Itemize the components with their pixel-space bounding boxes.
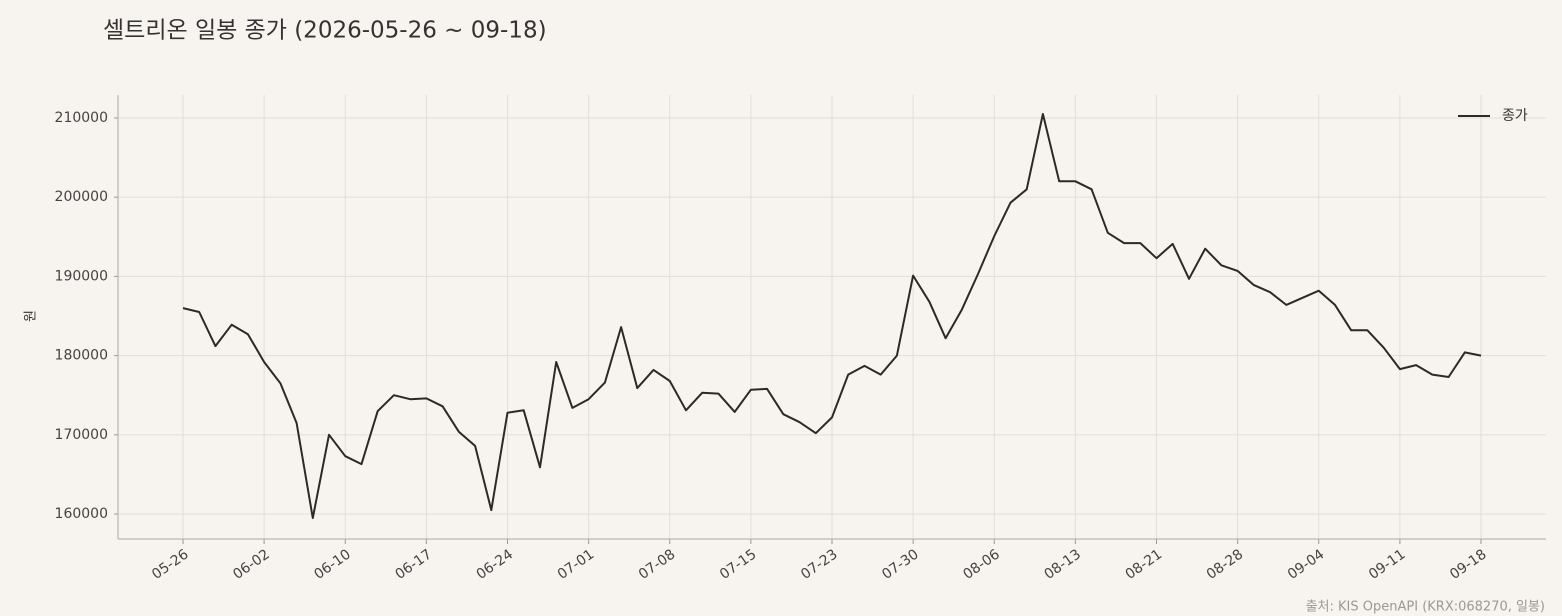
x-tick-label: 07-30 <box>879 546 922 582</box>
x-tick-label: 05-26 <box>149 546 192 582</box>
x-tick-label: 08-28 <box>1204 546 1247 582</box>
y-axis-label: 원 <box>24 310 39 322</box>
x-tick-label: 07-08 <box>636 546 679 582</box>
x-tick-label: 09-04 <box>1285 546 1328 582</box>
x-tick-label: 07-23 <box>798 546 841 582</box>
x-tick-label: 08-13 <box>1041 546 1084 582</box>
y-tick-label: 190000 <box>55 268 108 284</box>
legend-label: 종가 <box>1502 108 1528 124</box>
x-tick-label: 07-15 <box>717 546 760 582</box>
x-tick-label: 07-01 <box>555 546 598 582</box>
price-line <box>182 113 1482 519</box>
x-tick-label: 09-11 <box>1366 546 1409 582</box>
source-note: 출처: KIS OpenAPI (KRX:068270, 일봉) <box>1306 600 1545 615</box>
y-tick-label: 200000 <box>55 189 108 205</box>
y-tick-label: 170000 <box>55 427 108 443</box>
x-tick-label: 06-17 <box>392 546 435 582</box>
x-tick-label: 08-21 <box>1123 546 1166 582</box>
x-tick-label: 09-18 <box>1447 546 1490 582</box>
x-tick-label: 06-24 <box>474 546 517 582</box>
x-tick-label: 06-02 <box>230 546 273 582</box>
y-tick-label: 180000 <box>55 348 108 364</box>
x-tick-label: 06-10 <box>311 546 354 582</box>
y-tick-label: 160000 <box>55 506 108 522</box>
chart-title: 셀트리온 일봉 종가 (2026-05-26 ~ 09-18) <box>103 18 547 44</box>
x-tick-label: 08-06 <box>960 546 1003 582</box>
y-tick-label: 210000 <box>55 110 108 126</box>
